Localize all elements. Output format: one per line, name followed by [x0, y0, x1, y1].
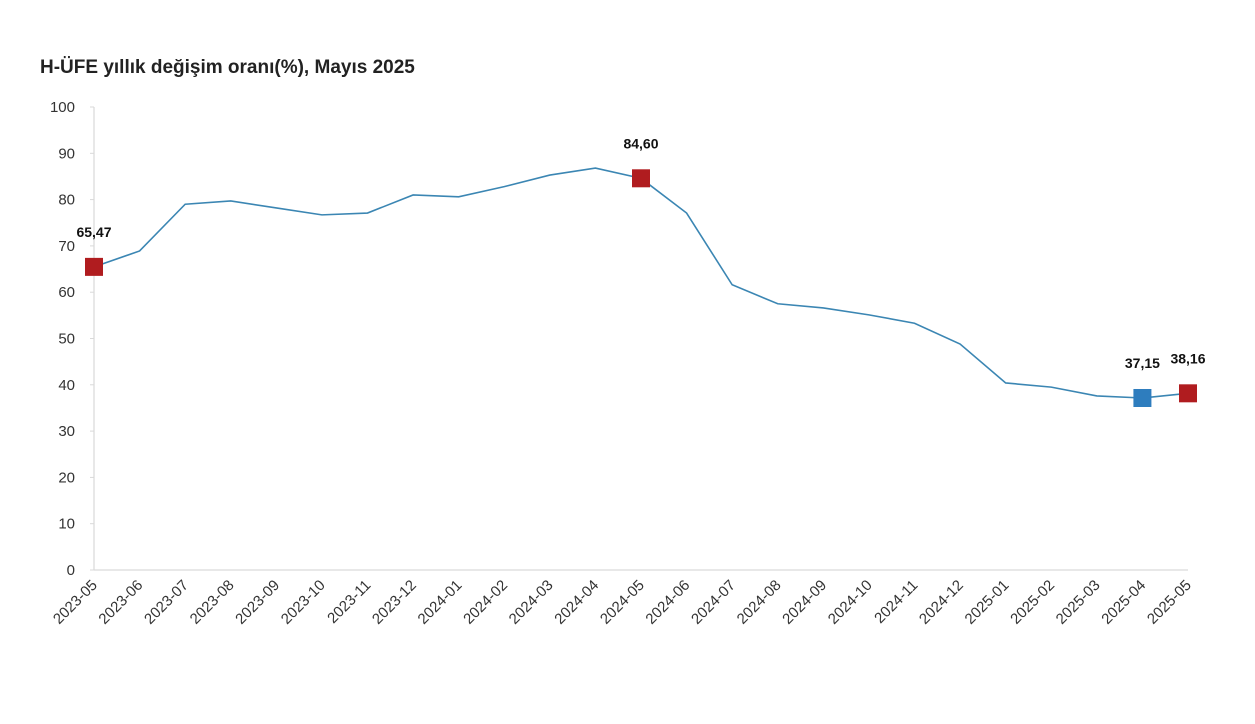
- marker: [632, 169, 650, 188]
- value-label: 38,16: [1170, 350, 1205, 366]
- y-tick-label: 0: [67, 562, 75, 579]
- y-tick-label: 20: [58, 469, 75, 486]
- marker: [1179, 384, 1197, 403]
- y-tick-label: 100: [50, 99, 75, 116]
- x-tick-label: 2024-09: [779, 577, 830, 628]
- value-label: 65,47: [76, 224, 111, 240]
- x-tick-label: 2024-06: [642, 577, 693, 628]
- x-tick-label: 2023-07: [141, 577, 192, 628]
- x-tick-label: 2024-07: [688, 577, 739, 628]
- x-tick-label: 2023-12: [369, 577, 420, 628]
- x-tick-label: 2023-11: [324, 577, 374, 627]
- x-tick-label: 2024-12: [916, 577, 967, 628]
- x-tick-label: 2024-08: [734, 577, 785, 628]
- y-tick-label: 40: [58, 377, 75, 394]
- value-label: 84,60: [623, 135, 658, 151]
- x-tick-label: 2025-04: [1098, 577, 1149, 628]
- x-tick-label: 2023-06: [95, 577, 146, 628]
- chart-title: H-ÜFE yıllık değişim oranı(%), Mayıs 202…: [40, 57, 415, 78]
- x-tick-label: 2023-08: [187, 577, 238, 628]
- x-tick-label: 2024-04: [551, 577, 602, 628]
- marker: [1133, 388, 1152, 407]
- x-tick-label: 2024-10: [825, 577, 876, 628]
- y-tick-label: 30: [58, 423, 75, 440]
- marker: [85, 257, 103, 276]
- x-tick-label: 2025-01: [962, 577, 1013, 628]
- x-tick-label: 2024-03: [506, 577, 557, 628]
- x-tick-label: 2025-05: [1144, 577, 1195, 628]
- y-tick-label: 90: [58, 145, 75, 162]
- x-tick-label: 2023-10: [278, 577, 329, 628]
- line: [93, 167, 1189, 399]
- x-tick-label: 2023-05: [50, 577, 101, 628]
- x-tick-label: 2025-03: [1053, 577, 1104, 628]
- x-tick-label: 2024-02: [460, 577, 511, 628]
- x-tick-label: 2024-01: [415, 577, 466, 628]
- x-tick-label: 2024-11: [871, 577, 921, 627]
- x-tick-label: 2025-02: [1007, 577, 1058, 628]
- x-tick-label: 2023-09: [232, 577, 283, 628]
- y-tick-label: 60: [58, 284, 75, 301]
- value-label: 37,15: [1125, 355, 1160, 371]
- y-tick-label: 80: [58, 192, 75, 209]
- x-tick-label: 2024-05: [597, 577, 648, 628]
- y-tick-label: 10: [58, 516, 75, 533]
- y-tick-label: 70: [58, 238, 75, 255]
- y-tick-label: 50: [58, 331, 75, 348]
